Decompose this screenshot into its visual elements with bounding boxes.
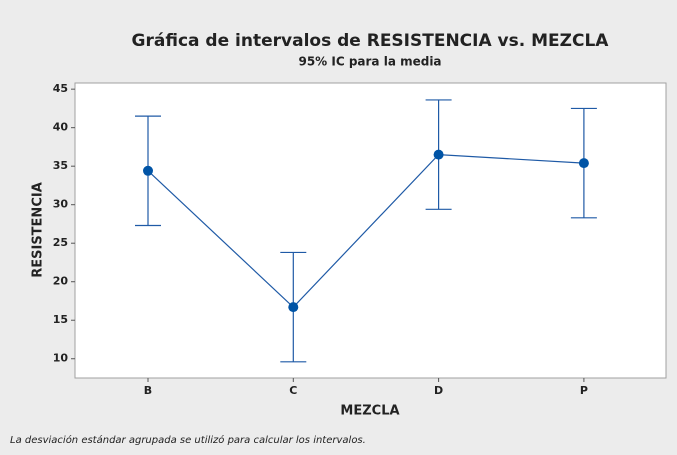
- x-axis-label: MEZCLA: [340, 404, 399, 419]
- footnote: La desviación estándar agrupada se utili…: [10, 434, 366, 446]
- y-tick-label: 30: [53, 198, 69, 211]
- y-tick-label: 45: [53, 82, 68, 95]
- mean-marker: [288, 302, 299, 313]
- x-tick-label: B: [144, 384, 152, 397]
- chart-title: Gráfica de intervalos de RESISTENCIA vs.…: [132, 31, 610, 51]
- x-tick-label: P: [580, 384, 588, 397]
- x-tick-label: C: [289, 384, 297, 397]
- y-tick-label: 25: [53, 236, 68, 249]
- y-tick-label: 40: [53, 121, 69, 134]
- mean-line: [147, 154, 584, 308]
- mean-marker: [143, 165, 153, 176]
- chart-subtitle: 95% IC para la media: [298, 55, 441, 69]
- plot-area: [74, 82, 667, 379]
- mean-marker: [433, 149, 444, 160]
- mean-marker: [578, 158, 589, 169]
- x-tick-label: D: [434, 384, 443, 397]
- y-tick-label: 15: [53, 313, 68, 326]
- y-tick-label: 20: [53, 275, 69, 288]
- y-axis-label: RESISTENCIA: [31, 182, 46, 278]
- y-tick-label: 35: [53, 159, 68, 172]
- y-tick-label: 10: [53, 352, 69, 365]
